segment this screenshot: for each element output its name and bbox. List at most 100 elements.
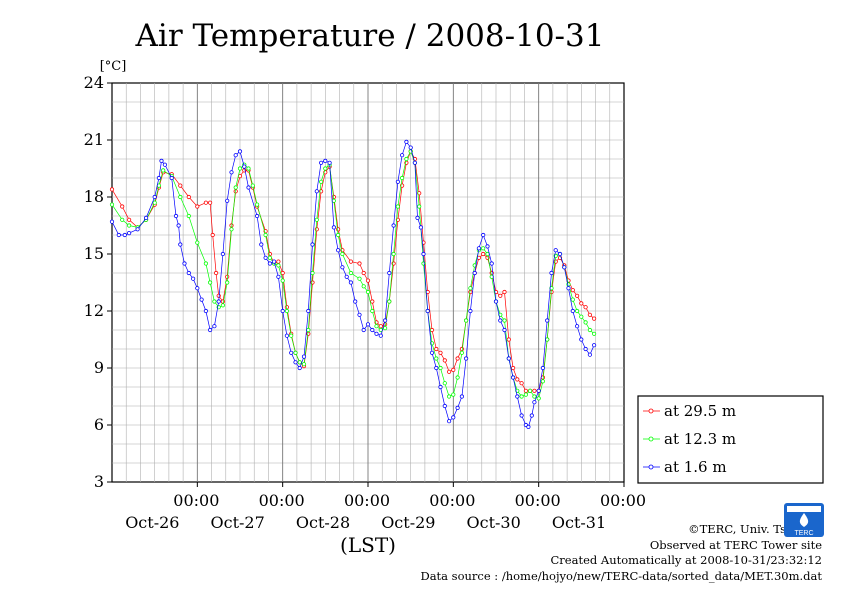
- data-point: [310, 270, 315, 276]
- data-point: [523, 392, 529, 397]
- data-point: [459, 350, 464, 355]
- data-point: [212, 299, 217, 304]
- data-point: [280, 278, 285, 283]
- data-point: [318, 179, 324, 184]
- data-point: [527, 388, 533, 393]
- terc-logo-text: TERC: [794, 530, 813, 537]
- data-point: [216, 293, 221, 298]
- data-point: [331, 198, 336, 203]
- data-point: [301, 362, 307, 367]
- data-point: [442, 381, 447, 386]
- data-point: [446, 394, 452, 399]
- data-point: [173, 213, 179, 219]
- data-point: [122, 232, 127, 238]
- data-point: [255, 213, 260, 219]
- data-point: [583, 305, 588, 310]
- data-point: [434, 356, 439, 361]
- data-point: [353, 299, 358, 304]
- data-point: [344, 274, 349, 279]
- data-point: [195, 286, 200, 291]
- y-axis-unit: [°C]: [100, 59, 127, 74]
- data-point: [417, 204, 422, 209]
- data-point: [365, 289, 371, 295]
- data-point: [208, 200, 213, 205]
- data-point: [391, 223, 396, 228]
- data-point: [395, 179, 400, 184]
- data-point: [120, 217, 125, 222]
- data-point: [455, 405, 460, 410]
- data-point: [314, 189, 319, 194]
- data-point: [208, 280, 213, 285]
- data-point: [109, 219, 115, 224]
- data-point: [159, 158, 164, 163]
- data-point: [348, 270, 353, 276]
- data-point: [510, 375, 516, 380]
- data-point: [276, 259, 281, 264]
- data-point: [451, 367, 456, 372]
- data-point: [276, 263, 281, 268]
- data-point: [468, 286, 473, 291]
- data-point: [191, 276, 196, 281]
- data-point: [498, 318, 503, 323]
- data-point: [310, 280, 315, 285]
- series-line: [111, 141, 595, 428]
- x-tick-time: 00:00: [429, 491, 475, 510]
- data-point: [314, 217, 319, 222]
- data-point: [562, 265, 567, 270]
- data-point: [199, 297, 204, 302]
- x-tick-date: Oct-27: [211, 513, 265, 532]
- chart-title: Air Temperature / 2008-10-31: [135, 18, 605, 54]
- data-point: [434, 346, 439, 352]
- data-point: [259, 242, 264, 247]
- x-tick-time: 00:00: [515, 491, 561, 510]
- x-tick-date: Oct-30: [467, 513, 521, 532]
- data-point: [109, 187, 115, 192]
- data-point: [203, 200, 208, 205]
- data-point: [485, 251, 490, 257]
- y-tick-label: 12: [84, 301, 104, 320]
- data-point: [293, 360, 298, 365]
- data-point: [399, 175, 405, 181]
- data-point: [438, 384, 443, 390]
- x-axis-ticks: 00:00 Oct-26 00:00 Oct-27 00:00 Oct-28 00:00 Oc…: [125, 482, 646, 532]
- data-point: [255, 202, 260, 207]
- x-tick-date: Oct-31: [552, 513, 606, 532]
- data-point: [519, 381, 524, 386]
- data-point: [382, 318, 388, 323]
- y-tick-label: 9: [94, 358, 104, 377]
- data-point: [186, 270, 191, 276]
- data-point: [438, 350, 443, 355]
- legend-label: at 1.6 m: [664, 458, 727, 476]
- data-point: [370, 299, 375, 304]
- data-point: [152, 194, 157, 200]
- data-point: [446, 419, 452, 424]
- data-point: [214, 270, 219, 276]
- data-point: [510, 365, 516, 371]
- y-tick-label: 24: [84, 73, 104, 92]
- data-point: [297, 365, 302, 371]
- data-point: [519, 394, 524, 399]
- data-point: [152, 200, 157, 205]
- data-point: [276, 274, 281, 279]
- data-point: [127, 223, 132, 228]
- data-point: [545, 337, 550, 342]
- data-point: [526, 424, 531, 429]
- credits-block: ©TERC, Univ. Tsukuba Observed at TERC To…: [420, 522, 822, 584]
- data-point: [116, 232, 121, 238]
- data-point: [310, 242, 315, 247]
- data-point: [532, 388, 537, 393]
- y-tick-label: 3: [94, 472, 104, 491]
- data-point: [178, 194, 183, 200]
- data-point: [370, 327, 375, 333]
- created-text: Created Automatically at 2008-10-31/23:3…: [550, 553, 823, 567]
- data-point: [455, 375, 460, 380]
- data-point: [387, 270, 392, 276]
- data-point: [587, 312, 593, 317]
- legend-marker: [648, 408, 654, 414]
- data-point: [156, 175, 161, 181]
- x-tick-date: Oct-29: [381, 513, 435, 532]
- data-point: [591, 331, 597, 336]
- data-point: [387, 299, 392, 304]
- data-point: [335, 232, 341, 238]
- data-point: [574, 324, 580, 329]
